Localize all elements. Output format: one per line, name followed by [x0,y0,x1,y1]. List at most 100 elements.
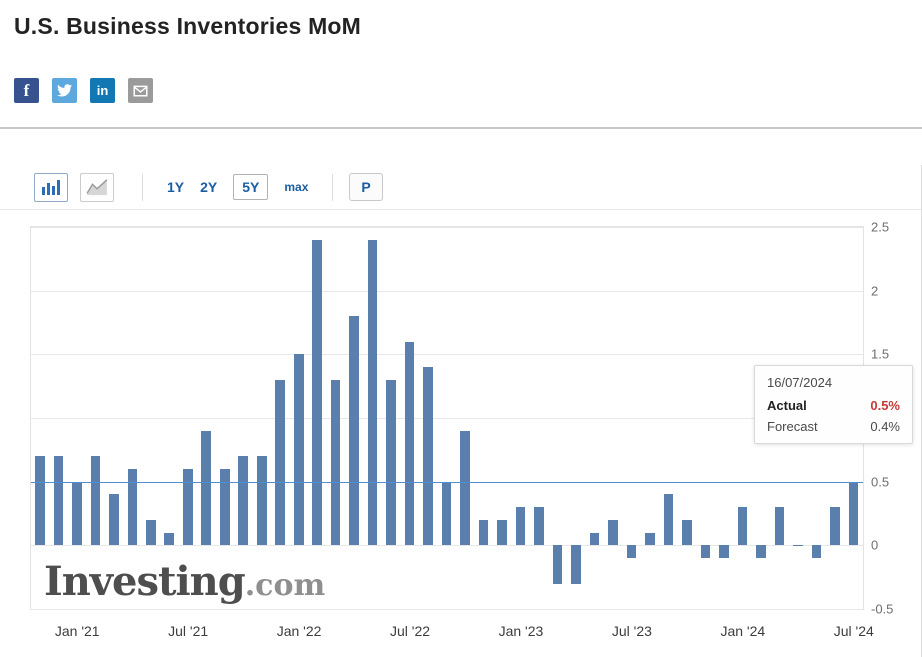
tooltip-actual-label: Actual [767,398,807,413]
bar-feb-21[interactable] [90,456,101,546]
bar-nov-23[interactable] [700,545,711,559]
range-button-5y[interactable]: 5Y [233,174,269,200]
facebook-icon: f [23,81,30,100]
bar-dec-20[interactable] [53,456,64,546]
y-axis-tick-label: 2.5 [871,219,890,235]
linkedin-share-button[interactable]: in [90,78,115,103]
x-axis-tick-label: Jan '24 [720,623,766,639]
x-axis-tick-label: Jan '23 [498,623,544,639]
x-axis-tick-label: Jul '24 [833,623,874,639]
bar-jun-21[interactable] [164,532,175,546]
email-share-button[interactable] [128,78,153,103]
bar-mar-22[interactable] [330,379,341,546]
bar-may-24[interactable] [811,545,822,559]
bar-jan-21[interactable] [72,481,82,546]
page-title: U.S. Business Inventories MoM [14,13,362,39]
bar-jun-23[interactable] [608,519,618,546]
bar-apr-21[interactable] [127,468,138,546]
range-button-2y[interactable]: 2Y [200,179,218,195]
gridline [31,354,863,356]
range-button-max[interactable]: max [284,180,309,194]
bar-jan-22[interactable] [293,354,304,546]
investing-watermark: Investing.com [44,562,325,602]
chart-tooltip: 16/07/2024 Actual 0.5% Forecast 0.4% [754,365,913,444]
bar-oct-22[interactable] [460,430,470,546]
bar-nov-21[interactable] [256,456,267,546]
tooltip-actual-value: 0.5% [870,398,900,413]
bar-feb-24[interactable] [756,545,766,559]
section-divider [0,127,922,129]
bar-sep-23[interactable] [663,494,674,546]
page-header: U.S. Business Inventories MoM f in [0,0,922,103]
area-chart-type-button[interactable] [80,172,114,202]
gridline [31,290,863,292]
bar-jul-21[interactable] [182,468,193,546]
bar-may-23[interactable] [589,532,600,546]
watermark-suffix: .com [244,568,326,603]
range-button-1y[interactable]: 1Y [167,179,185,195]
bar-feb-23[interactable] [534,507,544,546]
x-axis-tick-label: Jul '22 [390,623,431,639]
gridline [31,227,863,228]
bar-oct-23[interactable] [682,519,692,546]
compare-button[interactable]: P [349,173,383,201]
bar-aug-22[interactable] [423,367,433,546]
bar-mar-24[interactable] [774,507,785,546]
tooltip-actual-row: Actual 0.5% [767,398,900,413]
bar-chart-type-button[interactable] [34,172,68,202]
bar-mar-21[interactable] [109,494,119,546]
email-icon [133,85,148,96]
y-axis-tick-label: 2 [871,283,879,299]
bar-jun-24[interactable] [830,507,840,546]
bar-jul-23[interactable] [626,545,637,559]
bar-jan-24[interactable] [737,507,748,546]
bar-sep-22[interactable] [441,481,452,546]
bar-apr-22[interactable] [349,316,359,546]
share-buttons: f in [14,78,906,103]
facebook-share-button[interactable]: f [14,78,39,103]
current-value-line [31,481,863,483]
x-axis-tick-label: Jul '21 [168,623,209,639]
twitter-icon [57,84,72,97]
bar-dec-21[interactable] [275,379,286,546]
bar-may-21[interactable] [146,519,156,546]
bar-may-22[interactable] [367,239,378,546]
x-axis-tick-label: Jan '22 [276,623,322,639]
bar-dec-23[interactable] [719,545,729,559]
bar-jul-24[interactable] [848,481,859,546]
linkedin-icon: in [96,83,109,98]
chart-toolbar: 1Y 2Y 5Y max P [0,165,921,210]
bar-nov-22[interactable] [478,519,489,546]
bar-oct-21[interactable] [238,456,249,546]
x-axis-tick-label: Jan '21 [54,623,100,639]
bar-nov-20[interactable] [35,456,45,546]
bar-apr-24[interactable] [793,545,803,547]
range-buttons: 1Y 2Y 5Y max [159,174,316,200]
tooltip-forecast-value: 0.4% [870,419,900,434]
bar-jan-23[interactable] [515,507,526,546]
gridline [31,609,863,610]
bar-jun-22[interactable] [386,379,396,546]
tooltip-forecast-row: Forecast 0.4% [767,419,900,434]
bar-feb-22[interactable] [312,239,322,546]
y-axis-tick-label: 0.5 [871,474,890,490]
bar-sep-21[interactable] [219,468,230,546]
tooltip-forecast-label: Forecast [767,419,818,434]
bar-chart-icon [42,179,60,195]
twitter-share-button[interactable] [52,78,77,103]
bar-apr-23[interactable] [571,545,581,584]
y-axis-tick-label: 1.5 [871,346,890,362]
gridline [31,418,863,419]
toolbar-separator [142,173,143,201]
bar-dec-22[interactable] [497,519,507,546]
y-axis-tick-label: -0.5 [871,601,894,617]
bar-aug-23[interactable] [645,532,655,546]
bar-aug-21[interactable] [201,430,212,546]
tooltip-date: 16/07/2024 [767,375,833,390]
bar-mar-23[interactable] [552,545,563,584]
y-axis-tick-label: 0 [871,537,879,553]
bar-jul-22[interactable] [404,341,415,546]
